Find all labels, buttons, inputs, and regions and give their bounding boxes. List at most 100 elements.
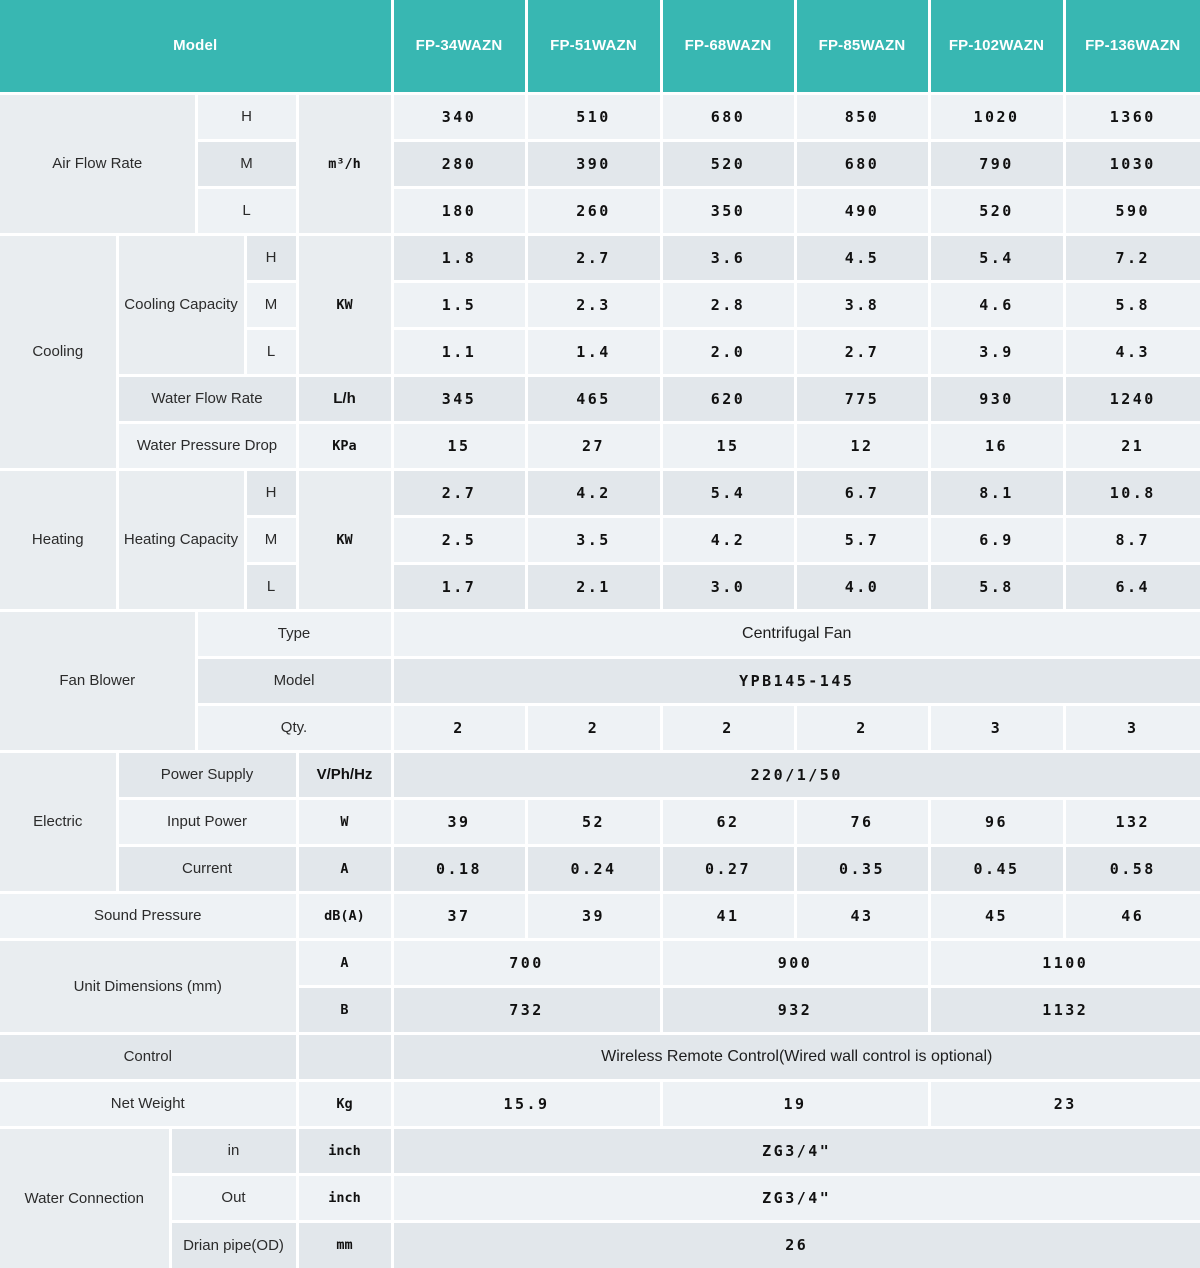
unit-label-dimension-a: A — [295, 937, 394, 988]
value-cell: 340 — [390, 91, 528, 142]
value-cell: 7.2 — [1062, 232, 1200, 283]
value-cell: 4.2 — [659, 514, 797, 565]
model-header: FP-102WAZN — [927, 0, 1066, 95]
row-label-power-supply: Power Supply — [115, 749, 299, 800]
section-label-air-flow: Air Flow Rate — [0, 91, 198, 236]
section-label-cooling-capacity: Cooling Capacity — [115, 232, 247, 377]
table-row: Sound Pressure dB(A) 37 39 41 43 45 46 — [0, 890, 1200, 941]
value-cell: 390 — [524, 138, 663, 189]
value-cell: 15 — [390, 420, 528, 471]
value-cell: 4.6 — [927, 279, 1066, 330]
value-cell-fan-type: Centrifugal Fan — [390, 608, 1200, 659]
section-label-heating-capacity: Heating Capacity — [115, 467, 247, 612]
row-label-drain-pipe: Drian pipe(OD) — [168, 1219, 299, 1268]
value-cell: 39 — [524, 890, 663, 941]
model-header-label: Model — [0, 0, 394, 95]
unit-label: KW — [295, 232, 394, 377]
table-row: Water Pressure Drop KPa 15 27 15 12 16 2… — [0, 420, 1200, 471]
value-cell: 52 — [524, 796, 663, 847]
value-cell: 62 — [659, 796, 797, 847]
table-row: L 1.1 1.4 2.0 2.7 3.9 4.3 — [0, 326, 1200, 377]
value-cell: 900 — [659, 937, 931, 988]
value-cell: 15.9 — [390, 1078, 663, 1129]
value-cell: 0.18 — [390, 843, 528, 894]
value-cell: 6.4 — [1062, 561, 1200, 612]
model-header: FP-51WAZN — [524, 0, 663, 95]
unit-label: Kg — [295, 1078, 394, 1129]
unit-label: W — [295, 796, 394, 847]
value-cell: 1132 — [927, 984, 1200, 1035]
row-label-water-pressure-drop: Water Pressure Drop — [115, 420, 299, 471]
value-cell: 12 — [793, 420, 931, 471]
value-cell: 37 — [390, 890, 528, 941]
value-cell: 620 — [659, 373, 797, 424]
table-row: Electric Power Supply V/Ph/Hz 220/1/50 — [0, 749, 1200, 894]
value-cell: 520 — [659, 138, 797, 189]
value-cell: 1360 — [1062, 91, 1200, 142]
unit-label: L/h — [295, 373, 394, 424]
value-cell: 4.0 — [793, 561, 931, 612]
value-cell: 1.7 — [390, 561, 528, 612]
value-cell: 2.3 — [524, 279, 663, 330]
table-row: Cooling Cooling Capacity H KW 1.8 2.7 3.… — [0, 232, 1200, 471]
value-cell: 1.1 — [390, 326, 528, 377]
level-label: H — [243, 467, 299, 518]
unit-label: KW — [295, 467, 394, 612]
value-cell: 3.0 — [659, 561, 797, 612]
table-row: Drian pipe(OD) mm 26 — [0, 1219, 1200, 1268]
row-label-sound-pressure: Sound Pressure — [0, 890, 299, 941]
table-row: Water Flow Rate L/h 345 465 620 775 930 … — [0, 373, 1200, 424]
value-cell: 850 — [793, 91, 931, 142]
value-cell-control: Wireless Remote Control(Wired wall contr… — [390, 1031, 1200, 1082]
value-cell: 0.24 — [524, 843, 663, 894]
value-cell: 132 — [1062, 796, 1200, 847]
value-cell: 520 — [927, 185, 1066, 236]
row-label-water-out: Out — [168, 1172, 299, 1223]
value-cell: 490 — [793, 185, 931, 236]
value-cell: 590 — [1062, 185, 1200, 236]
value-cell: 1.4 — [524, 326, 663, 377]
row-label-water-in: in — [168, 1125, 299, 1176]
value-cell: 4.5 — [793, 232, 931, 283]
level-label: H — [243, 232, 299, 283]
section-label-electric: Electric — [0, 749, 119, 894]
model-header: FP-85WAZN — [793, 0, 931, 95]
value-cell: 1.8 — [390, 232, 528, 283]
value-cell: 1030 — [1062, 138, 1200, 189]
value-cell: 930 — [927, 373, 1066, 424]
value-cell: 0.35 — [793, 843, 931, 894]
section-label-cooling: Cooling — [0, 232, 119, 471]
value-cell: 45 — [927, 890, 1066, 941]
row-label-current: Current — [115, 843, 299, 894]
value-cell: 510 — [524, 91, 663, 142]
unit-label: mm — [295, 1219, 394, 1268]
unit-label: inch — [295, 1125, 394, 1176]
level-label: M — [194, 138, 299, 189]
value-cell: 3.5 — [524, 514, 663, 565]
value-cell: 2.5 — [390, 514, 528, 565]
table-row: Water Connection in inch ZG3/4" — [0, 1125, 1200, 1268]
value-cell: 465 — [524, 373, 663, 424]
table-row: L 1.7 2.1 3.0 4.0 5.8 6.4 — [0, 561, 1200, 612]
value-cell: 790 — [927, 138, 1066, 189]
value-cell: 19 — [659, 1078, 931, 1129]
level-label: M — [243, 279, 299, 330]
unit-label: KPa — [295, 420, 394, 471]
value-cell: 2.7 — [390, 467, 528, 518]
value-cell: 5.4 — [659, 467, 797, 518]
value-cell: 732 — [390, 984, 663, 1035]
unit-label: V/Ph/Hz — [295, 749, 394, 800]
unit-label-empty — [295, 1031, 394, 1082]
value-cell: 46 — [1062, 890, 1200, 941]
value-cell: 180 — [390, 185, 528, 236]
section-label-water-connection: Water Connection — [0, 1125, 172, 1268]
value-cell: 76 — [793, 796, 931, 847]
table-row: M 280 390 520 680 790 1030 — [0, 138, 1200, 189]
section-label-unit-dimensions: Unit Dimensions (mm) — [0, 937, 299, 1035]
unit-label-dimension-b: B — [295, 984, 394, 1035]
row-label-qty: Qty. — [194, 702, 394, 753]
value-cell: 5.8 — [1062, 279, 1200, 330]
value-cell: 0.58 — [1062, 843, 1200, 894]
table-row: Heating Heating Capacity H KW 2.7 4.2 5.… — [0, 467, 1200, 612]
unit-label: A — [295, 843, 394, 894]
